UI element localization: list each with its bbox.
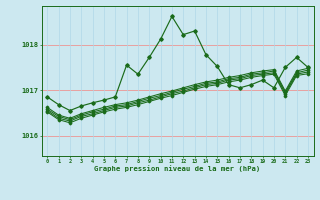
X-axis label: Graphe pression niveau de la mer (hPa): Graphe pression niveau de la mer (hPa) — [94, 166, 261, 172]
